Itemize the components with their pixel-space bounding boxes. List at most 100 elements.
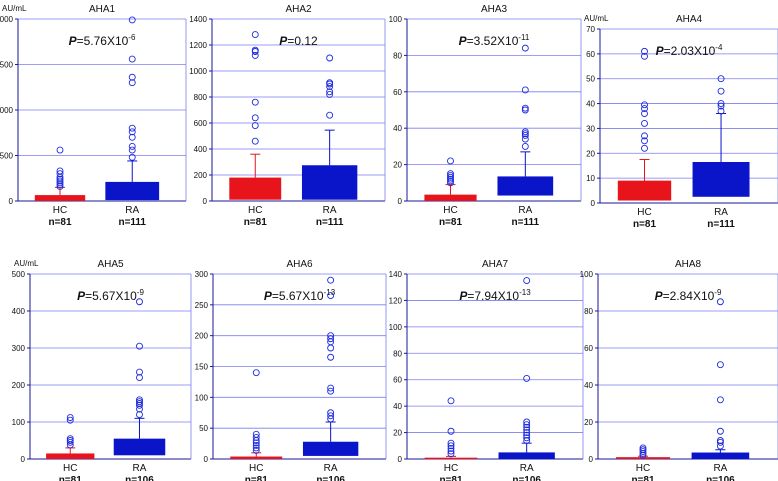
p-value: =2.84X10 xyxy=(663,289,715,303)
p-value-annotation: P=2.03X10-4 xyxy=(656,43,723,58)
outlier-point xyxy=(66,414,74,422)
outlier-point xyxy=(128,153,136,161)
plot-area xyxy=(407,19,581,201)
category-label: RA xyxy=(714,207,728,218)
y-tick-label: 0 xyxy=(398,197,403,206)
y-tick-label: 100 xyxy=(389,323,403,332)
y-tick-label: 2000 xyxy=(0,15,14,24)
outlier-point xyxy=(251,46,259,54)
box xyxy=(46,453,95,459)
p-exponent: -13 xyxy=(519,288,531,297)
outlier-point xyxy=(251,114,259,122)
y-tick-label: 40 xyxy=(586,100,595,109)
p-value: =2.03X10 xyxy=(664,44,716,58)
y-tick-label: 40 xyxy=(393,402,402,411)
y-tick-label: 300 xyxy=(195,270,209,279)
group-hc: HCn=81 xyxy=(34,146,86,228)
category-label: RA xyxy=(518,205,532,216)
outlier-point xyxy=(326,88,334,96)
y-tick-label: 80 xyxy=(584,307,593,316)
outlier-point xyxy=(66,438,74,446)
outlier-point xyxy=(136,396,143,404)
outlier-point xyxy=(252,430,260,438)
outlier-point xyxy=(717,107,725,115)
p-value-annotation: P=5.76X10-6 xyxy=(69,33,136,48)
y-tick-label: 140 xyxy=(389,270,403,279)
y-tick-label: 100 xyxy=(12,418,26,427)
p-symbol: P xyxy=(459,289,468,303)
p-value-annotation: P=2.84X10-9 xyxy=(655,288,722,303)
y-tick-label: 60 xyxy=(584,344,593,353)
p-symbol: P xyxy=(459,34,468,48)
y-tick-label: 40 xyxy=(584,381,593,390)
outlier-point xyxy=(523,418,531,426)
p-symbol: P xyxy=(655,289,664,303)
y-tick-label: 1500 xyxy=(0,61,14,70)
sample-size-label: n=111 xyxy=(707,219,735,230)
category-label: HC xyxy=(443,205,457,216)
outlier-point xyxy=(447,179,454,187)
p-value-annotation: P=5.67X10-9 xyxy=(77,288,144,303)
group-ra: RAn=106 xyxy=(113,298,166,481)
box xyxy=(113,438,166,456)
outlier-point xyxy=(251,51,259,59)
outlier-point xyxy=(447,397,455,405)
y-tick-label: 150 xyxy=(195,363,209,372)
outlier-point xyxy=(641,137,648,145)
outlier-point xyxy=(251,98,259,106)
outlier-point xyxy=(66,416,74,424)
category-label: HC xyxy=(53,205,67,216)
outlier-point xyxy=(521,106,529,114)
y-tick-label: 20 xyxy=(586,149,595,158)
outlier-point xyxy=(521,86,529,94)
box xyxy=(497,176,554,196)
panel-title: AHA2 xyxy=(285,4,312,15)
group-ra: RAn=106 xyxy=(498,277,555,481)
y-tick-label: 400 xyxy=(194,145,208,154)
sample-size-label: n=106 xyxy=(706,475,735,481)
y-tick-label: 0 xyxy=(203,197,208,206)
sample-size-label: n=81 xyxy=(439,475,463,481)
box xyxy=(301,165,358,200)
p-symbol: P xyxy=(279,34,288,48)
sample-size-label: n=106 xyxy=(125,475,154,481)
outlier-point xyxy=(717,87,725,95)
sample-size-label: n=81 xyxy=(244,217,268,228)
y-tick-label: 250 xyxy=(195,301,209,310)
y-tick-label: 400 xyxy=(12,307,26,316)
outlier-point xyxy=(447,177,454,185)
outlier-point xyxy=(128,128,136,136)
category-label: RA xyxy=(323,205,337,216)
outlier-point xyxy=(523,423,531,431)
outlier-point xyxy=(252,446,260,454)
category-label: RA xyxy=(133,463,147,474)
y-tick-label: 120 xyxy=(389,296,403,305)
p-value: =5.67X10 xyxy=(85,289,137,303)
box xyxy=(34,195,86,201)
outlier-point xyxy=(56,167,64,175)
box xyxy=(302,441,359,456)
group-hc: HCn=81 xyxy=(230,369,283,481)
category-label: HC xyxy=(444,463,458,474)
outlier-point xyxy=(639,448,647,456)
panel-title: AHA3 xyxy=(481,4,508,15)
outlier-point xyxy=(327,332,335,340)
sample-size-label: n=111 xyxy=(316,217,344,228)
panel-title: AHA7 xyxy=(482,259,509,270)
box xyxy=(424,457,478,460)
outlier-point xyxy=(251,137,259,145)
y-tick-label: 200 xyxy=(12,381,26,390)
sample-size-label: n=111 xyxy=(512,217,540,228)
plot-area xyxy=(30,274,191,459)
outlier-point xyxy=(641,105,648,112)
group-ra: RAn=106 xyxy=(691,298,750,481)
outlier-point xyxy=(252,444,260,452)
outlier-point xyxy=(639,446,647,454)
p-exponent: -9 xyxy=(137,288,145,297)
outlier-point xyxy=(523,277,531,285)
group-hc: HCn=81 xyxy=(616,444,670,481)
y-tick-label: 60 xyxy=(393,376,402,385)
y-tick-label: 80 xyxy=(393,349,402,358)
outlier-point xyxy=(128,73,136,81)
